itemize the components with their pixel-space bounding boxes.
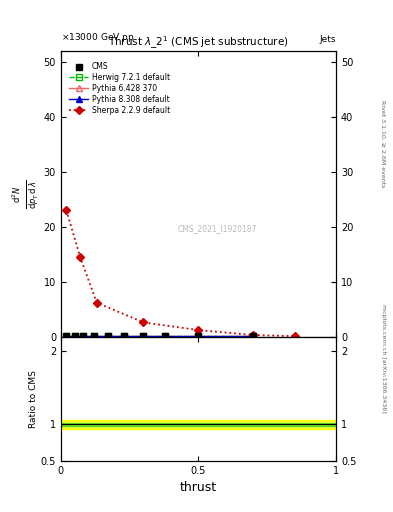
Herwig 7.2.1 default bbox=[196, 333, 201, 339]
Pythia 6.428 370 bbox=[92, 333, 96, 339]
CMS bbox=[92, 333, 96, 339]
Pythia 6.428 370 bbox=[122, 333, 127, 339]
CMS bbox=[251, 333, 256, 339]
Pythia 8.308 default bbox=[141, 333, 146, 339]
Line: Pythia 6.428 370: Pythia 6.428 370 bbox=[64, 334, 256, 339]
Pythia 8.308 default bbox=[72, 333, 77, 339]
CMS bbox=[122, 333, 127, 339]
Herwig 7.2.1 default bbox=[72, 333, 77, 339]
Sherpa 2.2.9 default bbox=[141, 319, 146, 326]
Sherpa 2.2.9 default bbox=[251, 332, 256, 338]
X-axis label: thrust: thrust bbox=[180, 481, 217, 494]
Herwig 7.2.1 default bbox=[64, 333, 69, 339]
Text: mcplots.cern.ch [arXiv:1306.3436]: mcplots.cern.ch [arXiv:1306.3436] bbox=[381, 304, 386, 413]
CMS bbox=[81, 333, 85, 339]
Pythia 6.428 370 bbox=[163, 333, 168, 339]
Pythia 8.308 default bbox=[81, 333, 85, 339]
Pythia 8.308 default bbox=[196, 333, 201, 339]
Pythia 6.428 370 bbox=[196, 333, 201, 339]
Line: Herwig 7.2.1 default: Herwig 7.2.1 default bbox=[64, 334, 256, 339]
Pythia 8.308 default bbox=[251, 333, 256, 339]
Herwig 7.2.1 default bbox=[105, 333, 110, 339]
Text: Rivet 3.1.10, ≥ 2.6M events: Rivet 3.1.10, ≥ 2.6M events bbox=[381, 100, 386, 187]
Herwig 7.2.1 default bbox=[163, 333, 168, 339]
Pythia 6.428 370 bbox=[251, 333, 256, 339]
Pythia 8.308 default bbox=[64, 333, 69, 339]
Sherpa 2.2.9 default bbox=[94, 300, 99, 306]
Line: CMS: CMS bbox=[64, 334, 256, 339]
Herwig 7.2.1 default bbox=[122, 333, 127, 339]
Herwig 7.2.1 default bbox=[141, 333, 146, 339]
CMS bbox=[141, 333, 146, 339]
CMS bbox=[163, 333, 168, 339]
Pythia 8.308 default bbox=[92, 333, 96, 339]
Pythia 6.428 370 bbox=[81, 333, 85, 339]
Text: $\times$13000 GeV pp: $\times$13000 GeV pp bbox=[61, 31, 134, 44]
Legend: CMS, Herwig 7.2.1 default, Pythia 6.428 370, Pythia 8.308 default, Sherpa 2.2.9 : CMS, Herwig 7.2.1 default, Pythia 6.428 … bbox=[68, 61, 172, 116]
Y-axis label: $\mathrm{d}^2N$
$\overline{\mathrm{d}p_T\,\mathrm{d}\,\lambda}$: $\mathrm{d}^2N$ $\overline{\mathrm{d}p_T… bbox=[10, 179, 41, 209]
CMS bbox=[196, 333, 201, 339]
Herwig 7.2.1 default bbox=[251, 333, 256, 339]
Pythia 6.428 370 bbox=[64, 333, 69, 339]
Sherpa 2.2.9 default bbox=[78, 254, 83, 260]
Pythia 6.428 370 bbox=[72, 333, 77, 339]
Title: Thrust $\lambda\_2^1$ (CMS jet substructure): Thrust $\lambda\_2^1$ (CMS jet substruct… bbox=[108, 35, 289, 51]
Pythia 8.308 default bbox=[163, 333, 168, 339]
Herwig 7.2.1 default bbox=[92, 333, 96, 339]
Pythia 8.308 default bbox=[122, 333, 127, 339]
Sherpa 2.2.9 default bbox=[64, 207, 69, 214]
Sherpa 2.2.9 default bbox=[196, 327, 201, 333]
CMS bbox=[105, 333, 110, 339]
Sherpa 2.2.9 default bbox=[292, 333, 297, 339]
Pythia 8.308 default bbox=[105, 333, 110, 339]
Y-axis label: Ratio to CMS: Ratio to CMS bbox=[29, 370, 38, 428]
Line: Pythia 8.308 default: Pythia 8.308 default bbox=[64, 334, 256, 339]
Line: Sherpa 2.2.9 default: Sherpa 2.2.9 default bbox=[64, 208, 298, 339]
CMS bbox=[72, 333, 77, 339]
Pythia 6.428 370 bbox=[141, 333, 146, 339]
CMS bbox=[64, 333, 69, 339]
Pythia 6.428 370 bbox=[105, 333, 110, 339]
Text: Jets: Jets bbox=[320, 34, 336, 44]
Text: CMS_2021_I1920187: CMS_2021_I1920187 bbox=[178, 224, 257, 232]
Herwig 7.2.1 default bbox=[81, 333, 85, 339]
